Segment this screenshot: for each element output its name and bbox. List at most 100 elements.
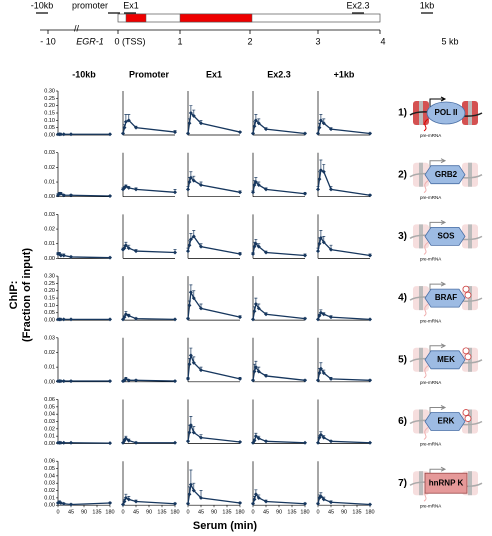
nucleosome-band <box>468 347 472 372</box>
x-tick-label: 45 <box>328 510 334 516</box>
data-point <box>108 501 112 505</box>
data-point <box>108 255 112 260</box>
protein-label: BRAF <box>435 293 457 302</box>
y-tick-label: 0.05 <box>44 404 55 410</box>
data-point <box>256 182 261 187</box>
data-point <box>318 366 323 371</box>
data-point <box>329 127 333 132</box>
nucleosome-band <box>419 409 423 434</box>
data-line <box>252 435 306 444</box>
panel-number: 2) <box>398 169 407 180</box>
x-tick-label: 45 <box>133 510 139 516</box>
data-point <box>69 317 73 322</box>
y-tick-label: 0.01 <box>44 365 55 371</box>
gene-map: -10kb promoter Ex1 Ex2.3 1kb // - 10 EGR… <box>31 0 459 46</box>
data-point <box>251 378 255 383</box>
data-point <box>264 187 268 192</box>
data-point <box>187 362 192 367</box>
data-line <box>187 235 241 255</box>
data-point <box>321 312 326 317</box>
nucleosome-band <box>419 162 423 187</box>
data-point <box>303 378 307 383</box>
data-point <box>199 368 203 373</box>
data-point <box>252 438 257 443</box>
data-point <box>188 423 193 428</box>
data-point <box>264 312 268 317</box>
nucleosome-band <box>468 162 472 187</box>
data-point <box>186 501 190 506</box>
nucleosome-band <box>468 101 472 125</box>
data-point <box>368 193 372 198</box>
data-point <box>251 190 255 195</box>
nucleosome-band <box>468 471 472 496</box>
pre-mrna-label: pre-mRNA <box>420 442 441 447</box>
data-line <box>187 352 241 380</box>
data-point <box>187 303 192 308</box>
x-axis-title: Serum (min) <box>193 520 258 532</box>
data-point <box>321 240 326 245</box>
data-point <box>252 369 257 374</box>
x-tick-label: 180 <box>300 510 309 516</box>
data-point <box>251 317 255 322</box>
data-point <box>251 501 255 506</box>
phospho <box>462 409 470 416</box>
y-tick-label: 0.00 <box>44 318 55 324</box>
y-tick-label: 0.15 <box>44 110 55 116</box>
data-line <box>57 501 111 506</box>
tss-arrow <box>429 405 447 416</box>
data-point <box>187 492 192 497</box>
data-point <box>316 249 320 254</box>
protein <box>424 165 466 185</box>
data-line <box>122 244 176 254</box>
nucleosome-band <box>468 224 472 249</box>
data-point <box>316 501 320 506</box>
y-tick-label: 0.00 <box>44 503 55 509</box>
data-point <box>188 237 193 242</box>
data-point <box>58 440 63 445</box>
data-line <box>187 289 241 319</box>
protein-cartoon: pre-mRNA SOS <box>409 219 483 262</box>
data-point <box>199 495 203 500</box>
x-tick-label: 135 <box>287 510 296 516</box>
data-point <box>316 440 320 445</box>
data-point <box>58 191 63 196</box>
data-point <box>199 182 203 187</box>
data-point <box>191 296 196 301</box>
data-line <box>122 313 176 321</box>
exon <box>179 13 253 23</box>
y-tick-label: 0.00 <box>44 441 55 447</box>
nucleosome-band <box>419 347 423 372</box>
pre-mrna-label: pre-mRNA <box>420 503 441 508</box>
data-point <box>318 432 323 437</box>
data-point <box>264 373 268 378</box>
data-point <box>321 371 326 375</box>
data-point <box>191 430 196 435</box>
x-tick-label: 135 <box>222 510 231 516</box>
map-axis-label: 5 kb <box>441 36 458 46</box>
pre-mrna <box>423 303 429 317</box>
protein-label: POL II <box>435 108 458 117</box>
y-tick-label: 0.03 <box>44 212 55 218</box>
data-point <box>123 184 128 189</box>
data-point <box>188 111 193 115</box>
column-title: -10kb <box>72 69 96 79</box>
y-tick-label: 0.03 <box>44 481 55 487</box>
y-tick-label: 0.10 <box>44 118 55 124</box>
data-point <box>264 499 268 504</box>
data-point <box>251 252 255 256</box>
data-point <box>123 495 128 500</box>
phospho <box>464 353 472 361</box>
data-point <box>264 250 268 255</box>
data-point <box>238 252 242 256</box>
x-tick-label: 45 <box>68 510 74 516</box>
y-tick-label: 0.02 <box>44 350 55 356</box>
data-point <box>253 492 258 497</box>
data-point <box>69 193 73 198</box>
pre-mrna <box>423 242 429 255</box>
data-point <box>256 244 261 249</box>
x-tick-label: 90 <box>276 510 282 516</box>
data-point <box>252 244 257 249</box>
data-line <box>252 180 306 195</box>
data-point <box>61 193 66 198</box>
